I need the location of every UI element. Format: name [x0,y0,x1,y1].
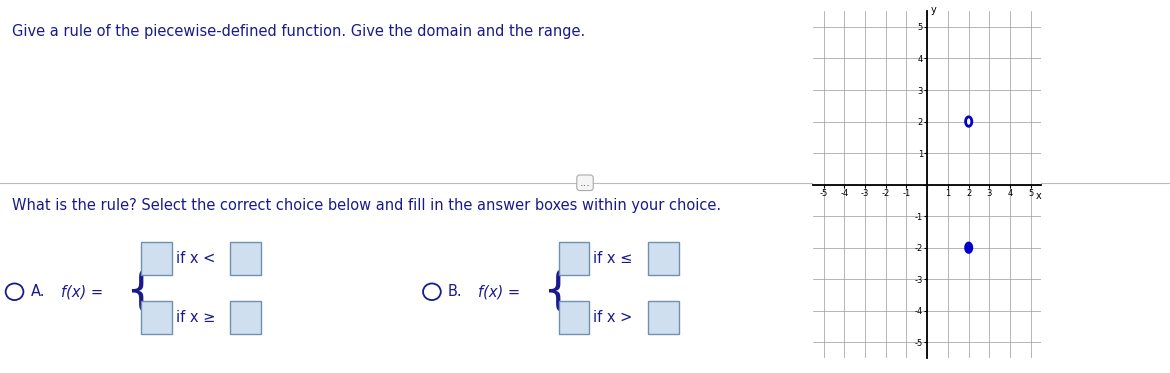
Text: B.: B. [448,284,462,299]
Text: {: { [125,269,156,314]
Text: if x ≤: if x ≤ [593,251,633,266]
Ellipse shape [424,283,441,300]
Circle shape [965,243,972,253]
FancyBboxPatch shape [142,242,172,275]
Text: ...: ... [579,178,591,188]
Text: f(x) =: f(x) = [61,284,103,299]
Text: {: { [543,269,572,314]
Text: A.: A. [30,284,46,299]
Text: x: x [1035,191,1041,201]
Text: if x ≥: if x ≥ [176,310,215,325]
Circle shape [965,117,972,126]
Ellipse shape [6,283,23,300]
FancyBboxPatch shape [648,242,679,275]
FancyBboxPatch shape [558,242,590,275]
Text: y: y [931,5,937,15]
FancyBboxPatch shape [142,301,172,334]
Text: Give a rule of the piecewise-defined function. Give the domain and the range.: Give a rule of the piecewise-defined fun… [12,24,585,39]
FancyBboxPatch shape [558,301,590,334]
Text: f(x) =: f(x) = [477,284,519,299]
FancyBboxPatch shape [230,301,261,334]
Text: if x >: if x > [593,310,633,325]
Text: What is the rule? Select the correct choice below and fill in the answer boxes w: What is the rule? Select the correct cho… [12,198,721,213]
FancyBboxPatch shape [648,301,679,334]
Text: if x <: if x < [176,251,215,266]
FancyBboxPatch shape [230,242,261,275]
